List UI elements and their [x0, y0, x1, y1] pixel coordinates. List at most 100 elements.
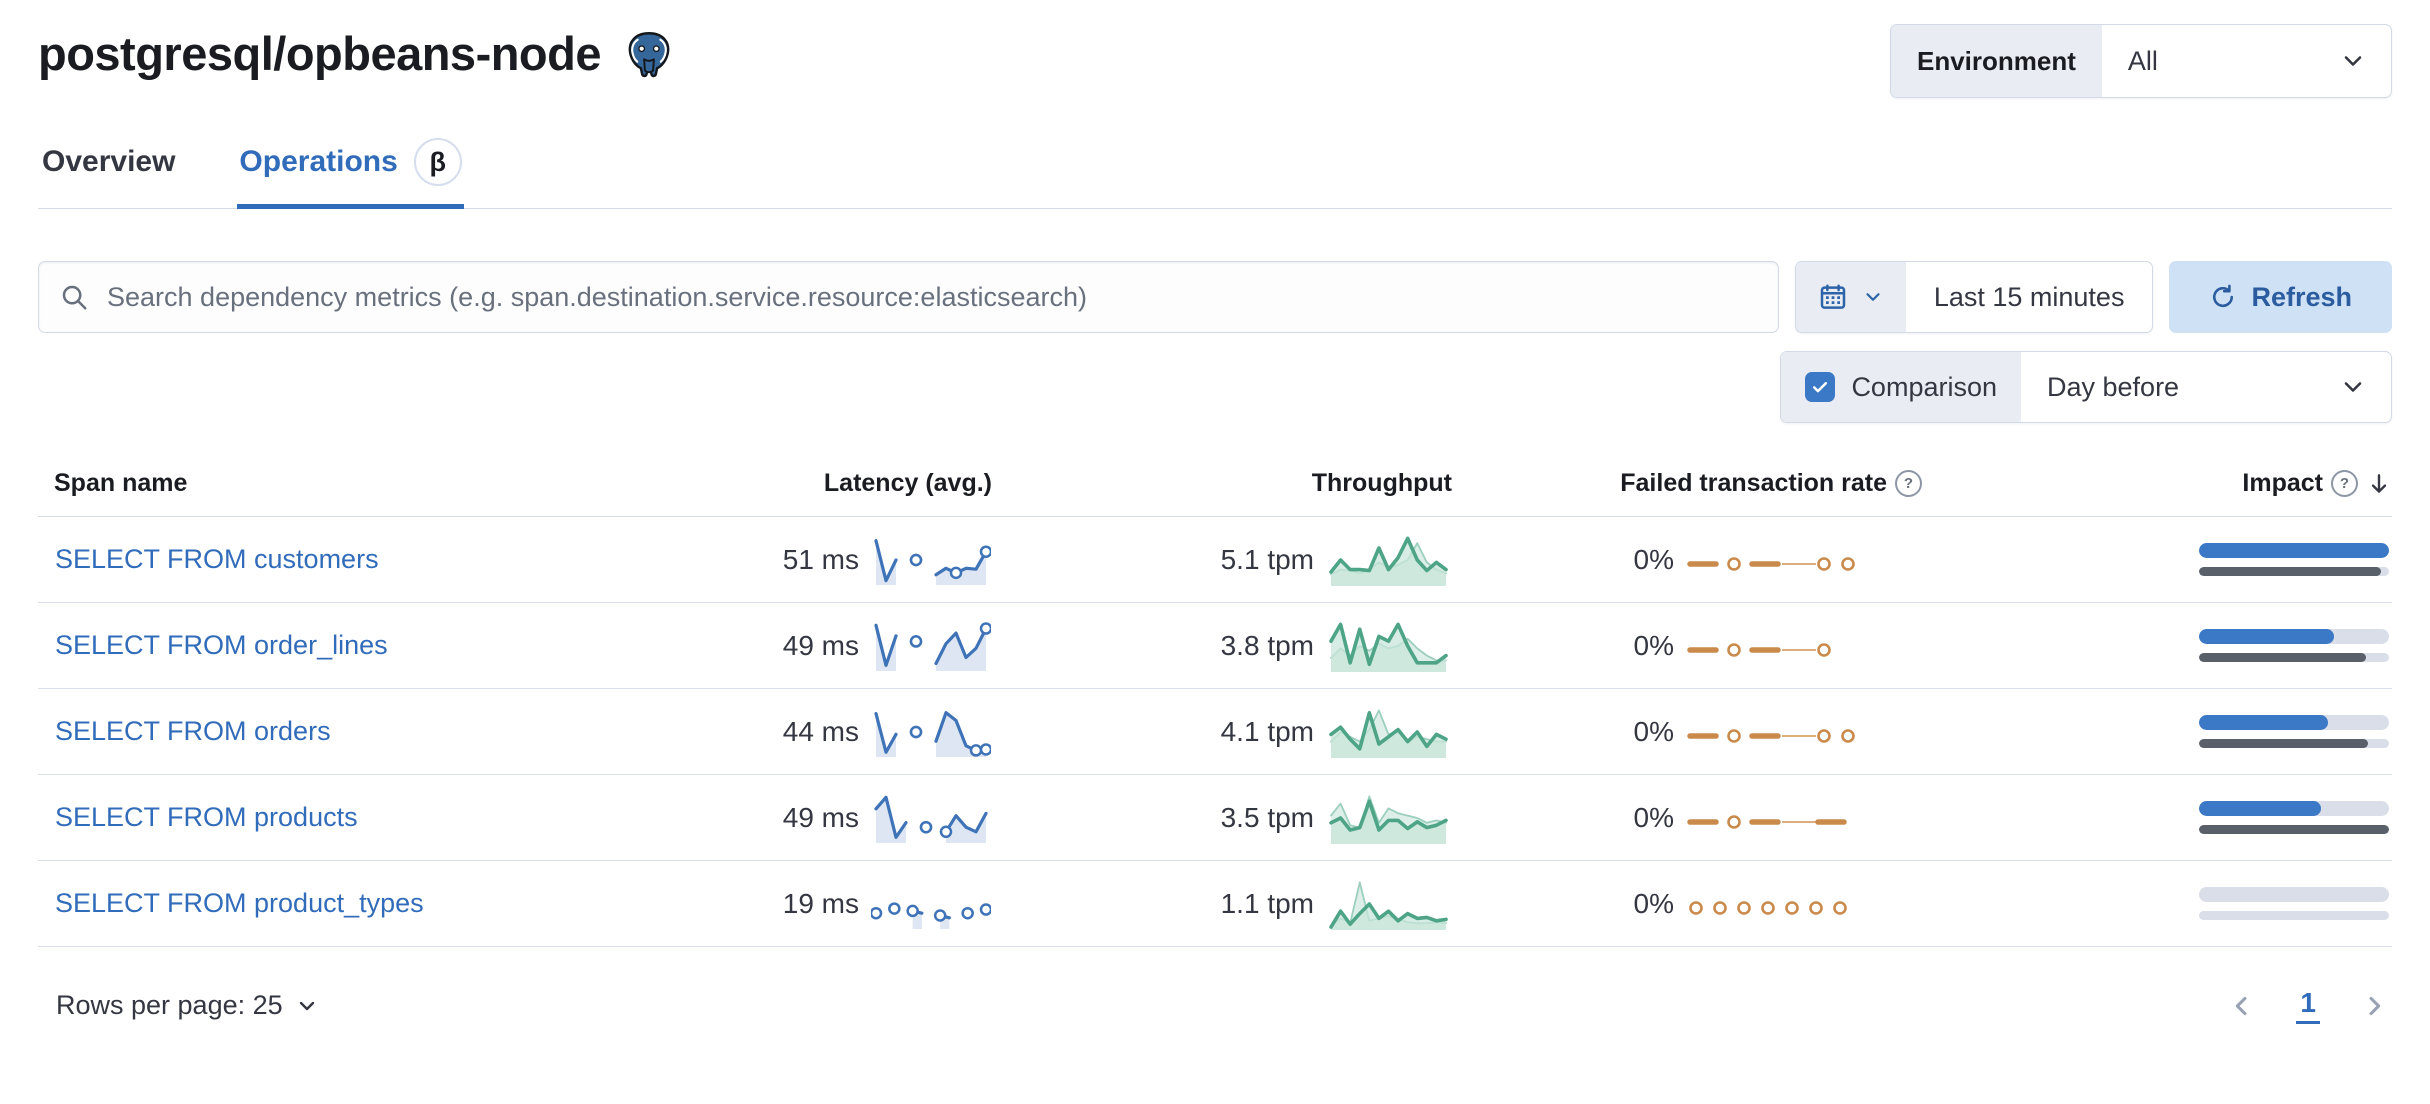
- environment-label: Environment: [1891, 25, 2102, 97]
- rows-per-page-label: Rows per page: 25: [56, 990, 283, 1020]
- failed-rate-value: 0%: [1633, 801, 1674, 833]
- comparison-value: Day before: [2047, 371, 2180, 402]
- comparison-checkbox[interactable]: [1805, 372, 1836, 402]
- column-header-throughput[interactable]: Throughput: [992, 469, 1452, 517]
- latency-sparkline: [871, 876, 991, 932]
- span-name-link[interactable]: SELECT FROM product_types: [55, 888, 424, 918]
- calendar-icon: [1820, 284, 1846, 309]
- throughput-sparkline: [1326, 531, 1451, 589]
- chevron-right-icon[interactable]: [2360, 992, 2388, 1020]
- impact-bars: [1923, 543, 2391, 576]
- column-header-span-name[interactable]: Span name: [38, 469, 592, 517]
- search-input[interactable]: [105, 280, 1758, 314]
- failed-rate-sparkline: [1686, 704, 1921, 760]
- latency-sparkline: [871, 532, 991, 588]
- check-icon: [1813, 382, 1828, 393]
- chevron-down-icon: [2344, 56, 2362, 66]
- impact-current-bar: [2199, 629, 2334, 644]
- throughput-sparkline: [1326, 703, 1451, 761]
- span-name-link[interactable]: SELECT FROM products: [55, 802, 358, 832]
- failed-rate-sparkline: [1686, 876, 1921, 932]
- failed-rate-sparkline: [1686, 790, 1921, 846]
- tabs: Overview Operations β: [38, 124, 2392, 209]
- operations-table: Span name Latency (avg.) Throughput Fail…: [38, 469, 2392, 947]
- quick-select-button[interactable]: [1795, 262, 1906, 332]
- failed-rate-value: 0%: [1633, 629, 1674, 661]
- page-number-1[interactable]: 1: [2296, 987, 2320, 1024]
- impact-header-label: Impact: [2242, 469, 2323, 497]
- throughput-value: 3.8 tpm: [1220, 629, 1314, 661]
- chevron-down-icon: [299, 1001, 314, 1010]
- tab-operations[interactable]: Operations β: [237, 124, 465, 209]
- span-name-link[interactable]: SELECT FROM customers: [55, 544, 379, 574]
- span-name-link[interactable]: SELECT FROM order_lines: [55, 630, 388, 660]
- impact-previous-bar: [2199, 739, 2369, 748]
- span-name-link[interactable]: SELECT FROM orders: [55, 716, 331, 746]
- impact-current-bar: [2199, 543, 2389, 558]
- impact-bars: [1923, 887, 2391, 920]
- chevron-down-icon: [2344, 382, 2362, 392]
- throughput-value: 5.1 tpm: [1220, 543, 1314, 575]
- throughput-sparkline: [1326, 875, 1451, 933]
- impact-bars: [1923, 715, 2391, 748]
- search-box: [38, 261, 1779, 333]
- latency-value: 44 ms: [782, 715, 859, 747]
- throughput-value: 4.1 tpm: [1220, 715, 1314, 747]
- chevron-down-icon: [1866, 293, 1880, 301]
- throughput-value: 3.5 tpm: [1220, 801, 1314, 833]
- page-title: postgresql/opbeans-node: [38, 27, 602, 80]
- tab-overview[interactable]: Overview: [40, 124, 177, 208]
- impact-bars: [1923, 801, 2391, 834]
- environment-select[interactable]: Environment All: [1890, 24, 2392, 98]
- column-header-failed-rate[interactable]: Failed transaction rate?: [1452, 469, 1922, 517]
- rows-per-page-button[interactable]: Rows per page: 25: [42, 990, 319, 1021]
- throughput-sparkline: [1326, 617, 1451, 675]
- table-row: SELECT FROM product_types 19 ms 1.1 tpm …: [38, 860, 2392, 947]
- sort-desc-icon: [2371, 473, 2387, 493]
- environment-value: All: [2127, 45, 2158, 76]
- table-footer: Rows per page: 25 1: [38, 987, 2392, 1024]
- latency-sparkline: [871, 618, 991, 674]
- question-icon[interactable]: ?: [2331, 470, 2358, 497]
- failed-rate-value: 0%: [1633, 715, 1674, 747]
- question-icon[interactable]: ?: [1895, 470, 1922, 497]
- table-row: SELECT FROM products 49 ms 3.5 tpm 0%: [38, 774, 2392, 861]
- impact-previous-bar: [2199, 653, 2367, 662]
- latency-sparkline: [871, 704, 991, 760]
- comparison-label: Comparison: [1851, 371, 1997, 402]
- tab-operations-label: Operations: [239, 145, 398, 178]
- refresh-label: Refresh: [2251, 281, 2352, 312]
- dependency-operations-page: postgresql/opbeans-node Environment All …: [38, 0, 2392, 1024]
- chevron-left-icon[interactable]: [2228, 992, 2256, 1020]
- failed-rate-value: 0%: [1633, 543, 1674, 575]
- failed-rate-header-label: Failed transaction rate: [1620, 469, 1887, 497]
- table-row: SELECT FROM order_lines 49 ms 3.8 tpm 0%: [38, 602, 2392, 689]
- table-row: SELECT FROM customers 51 ms 5.1 tpm 0%: [38, 516, 2392, 603]
- time-range-button[interactable]: Last 15 minutes: [1906, 262, 2153, 332]
- time-range-label: Last 15 minutes: [1933, 281, 2125, 312]
- refresh-button[interactable]: Refresh: [2169, 261, 2392, 333]
- column-header-impact[interactable]: Impact?: [1922, 469, 2392, 517]
- throughput-value: 1.1 tpm: [1220, 887, 1314, 919]
- comparison-control: Comparison Day before: [1780, 351, 2392, 423]
- comparison-select[interactable]: Day before: [2021, 352, 2391, 422]
- latency-value: 49 ms: [782, 801, 859, 833]
- controls-row: Last 15 minutes Refresh: [38, 261, 2392, 333]
- comparison-row: Comparison Day before: [38, 351, 2392, 423]
- latency-value: 19 ms: [782, 887, 859, 919]
- refresh-icon: [2213, 284, 2234, 308]
- page-header: postgresql/opbeans-node Environment All: [38, 0, 2392, 98]
- impact-previous-bar: [2199, 825, 2389, 834]
- latency-value: 51 ms: [782, 543, 859, 575]
- column-header-latency[interactable]: Latency (avg.): [592, 469, 992, 517]
- throughput-sparkline: [1326, 789, 1451, 847]
- impact-bars: [1923, 629, 2391, 662]
- beta-badge: β: [413, 138, 462, 186]
- tab-overview-label: Overview: [42, 145, 176, 178]
- date-picker: Last 15 minutes: [1794, 261, 2154, 333]
- latency-value: 49 ms: [782, 629, 859, 661]
- failed-rate-sparkline: [1686, 618, 1921, 674]
- impact-previous-bar: [2199, 567, 2382, 576]
- postgresql-logo-icon: [628, 32, 670, 78]
- latency-sparkline: [871, 790, 991, 846]
